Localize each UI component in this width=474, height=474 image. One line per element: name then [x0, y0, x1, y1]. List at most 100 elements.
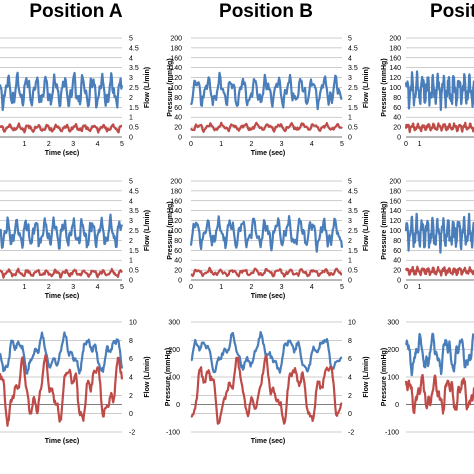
x-tick-label: 0 — [189, 141, 193, 148]
x-tick-label: 4 — [310, 141, 314, 148]
y-left-tick-label: 300 — [168, 320, 180, 327]
y-right-tick-label: 4.5 — [348, 188, 358, 195]
y-right-tick-label: 3.5 — [129, 208, 139, 215]
y-right-tick-label: 2 — [129, 95, 133, 102]
x-tick-label: 2 — [249, 284, 253, 291]
y-left-tick-label: 0 — [397, 135, 401, 142]
y-left-axis-title: Pressure (mmHg) — [381, 58, 388, 116]
y-left-tick-label: 60 — [393, 248, 401, 255]
y-left-tick-label: 60 — [174, 248, 182, 255]
y-left-tick-label: 20 — [174, 125, 182, 132]
y-left-axis-title: Pressure (mmHg) — [381, 348, 388, 406]
y-right-axis-title: Flow (L/min) — [363, 67, 370, 108]
y-left-tick-label: 20 — [174, 268, 182, 275]
series-line-pressure — [0, 331, 124, 375]
y-left-tick-label: 100 — [389, 228, 401, 235]
x-tick-label: 3 — [71, 284, 75, 291]
y-right-axis-title: Flow (L/min) — [144, 210, 151, 251]
y-right-tick-label: 10 — [129, 320, 137, 327]
y-left-tick-label: 60 — [393, 105, 401, 112]
series-line-flow — [190, 121, 343, 133]
x-tick-label: 1 — [22, 141, 26, 148]
x-tick-label: 5 — [120, 284, 124, 291]
x-axis-title: Time (sec) — [251, 293, 286, 300]
y-left-tick-label: 0 — [176, 402, 180, 409]
x-tick-label: 2 — [249, 141, 253, 148]
y-left-tick-label: -100 — [385, 430, 399, 437]
y-left-tick-label: 180 — [389, 45, 401, 52]
y-right-tick-label: 3 — [129, 75, 133, 82]
y-right-tick-label: 2 — [348, 238, 352, 245]
y-right-axis-title: Flow (L/min) — [144, 356, 151, 397]
x-tick-label: 4 — [96, 141, 100, 148]
y-right-tick-label: 5 — [348, 36, 352, 43]
y-right-tick-label: 8 — [348, 338, 352, 345]
y-left-tick-label: 160 — [389, 198, 401, 205]
y-right-tick-label: 1 — [129, 115, 133, 122]
y-right-tick-label: 6 — [348, 356, 352, 363]
y-left-tick-label: 300 — [387, 320, 399, 327]
y-right-tick-label: 1.5 — [348, 248, 358, 255]
y-right-tick-label: 4 — [129, 198, 133, 205]
y-left-tick-label: 200 — [168, 347, 180, 354]
y-left-tick-label: 140 — [389, 65, 401, 72]
y-left-tick-label: 80 — [393, 238, 401, 245]
y-right-tick-label: 1.5 — [129, 105, 139, 112]
y-left-tick-label: 0 — [397, 278, 401, 285]
y-right-tick-label: 0 — [348, 278, 352, 285]
y-left-tick-label: 0 — [178, 278, 182, 285]
y-left-tick-label: 60 — [174, 105, 182, 112]
y-left-tick-label: 160 — [170, 55, 182, 62]
series-line-pressure — [404, 70, 474, 111]
y-right-tick-label: 5 — [129, 179, 133, 186]
y-right-tick-label: 3.5 — [348, 65, 358, 72]
x-axis-title: Time (sec) — [251, 150, 286, 157]
x-axis-title: Time (sec) — [45, 438, 80, 445]
chart-a2: 1 2 3 4 5 Time (sec) 0 0.5 1 1.5 2 2.5 3 3.5 4 4.5 5 Flow… — [0, 179, 151, 300]
y-left-tick-label: 200 — [389, 179, 401, 186]
x-tick-label: 4 — [310, 284, 314, 291]
y-right-tick-label: 2 — [348, 393, 352, 400]
y-left-tick-label: 120 — [170, 218, 182, 225]
series-line-flow — [404, 265, 474, 277]
chart-c3: -100 0 100 200 300 Pressure (mmHg) — [381, 320, 474, 437]
y-left-tick-label: 100 — [170, 85, 182, 92]
y-left-tick-label: 120 — [389, 75, 401, 82]
y-right-tick-label: 4.5 — [348, 45, 358, 52]
x-tick-label: 2 — [47, 141, 51, 148]
series-line-flow — [404, 373, 474, 415]
x-axis-title: Time (sec) — [45, 293, 80, 300]
series-line-pressure — [189, 215, 344, 253]
x-tick-label: 1 — [418, 141, 422, 148]
y-right-tick-label: 4 — [348, 198, 352, 205]
y-left-tick-label: 180 — [389, 188, 401, 195]
y-left-tick-label: -100 — [166, 430, 180, 437]
y-right-tick-label: 5 — [348, 179, 352, 186]
y-right-tick-label: 0 — [348, 411, 352, 418]
y-right-tick-label: 2.5 — [129, 85, 139, 92]
header-position-c: Positi — [430, 1, 474, 22]
y-right-tick-label: 4 — [129, 55, 133, 62]
x-tick-label: 0 — [404, 141, 408, 148]
series-line-flow — [190, 266, 343, 278]
series-line-flow — [404, 121, 474, 134]
y-left-tick-label: 80 — [174, 95, 182, 102]
y-left-tick-label: 200 — [170, 36, 182, 43]
x-tick-label: 0 — [189, 284, 193, 291]
series-line-pressure — [190, 331, 343, 374]
y-left-tick-label: 40 — [174, 258, 182, 265]
y-right-tick-label: 0 — [129, 135, 133, 142]
y-left-tick-label: 180 — [170, 188, 182, 195]
chart-panels: 1 2 3 4 5 Time (sec) 0 0.5 1 1.5 2 2.5 3 3.5 4 4.5 5 Flow… — [0, 36, 474, 445]
chart-a1: 1 2 3 4 5 Time (sec) 0 0.5 1 1.5 2 2.5 3 3.5 4 4.5 5 Flow… — [0, 36, 151, 157]
y-left-tick-label: 160 — [170, 198, 182, 205]
y-right-tick-label: 5 — [129, 36, 133, 43]
y-left-tick-label: 180 — [170, 45, 182, 52]
series-line-pressure — [189, 71, 343, 111]
y-right-tick-label: 3.5 — [129, 65, 139, 72]
y-right-axis-title: Flow (L/min) — [144, 67, 151, 108]
series-line-pressure — [0, 213, 124, 250]
x-tick-label: 1 — [22, 284, 26, 291]
y-left-tick-label: 80 — [393, 95, 401, 102]
